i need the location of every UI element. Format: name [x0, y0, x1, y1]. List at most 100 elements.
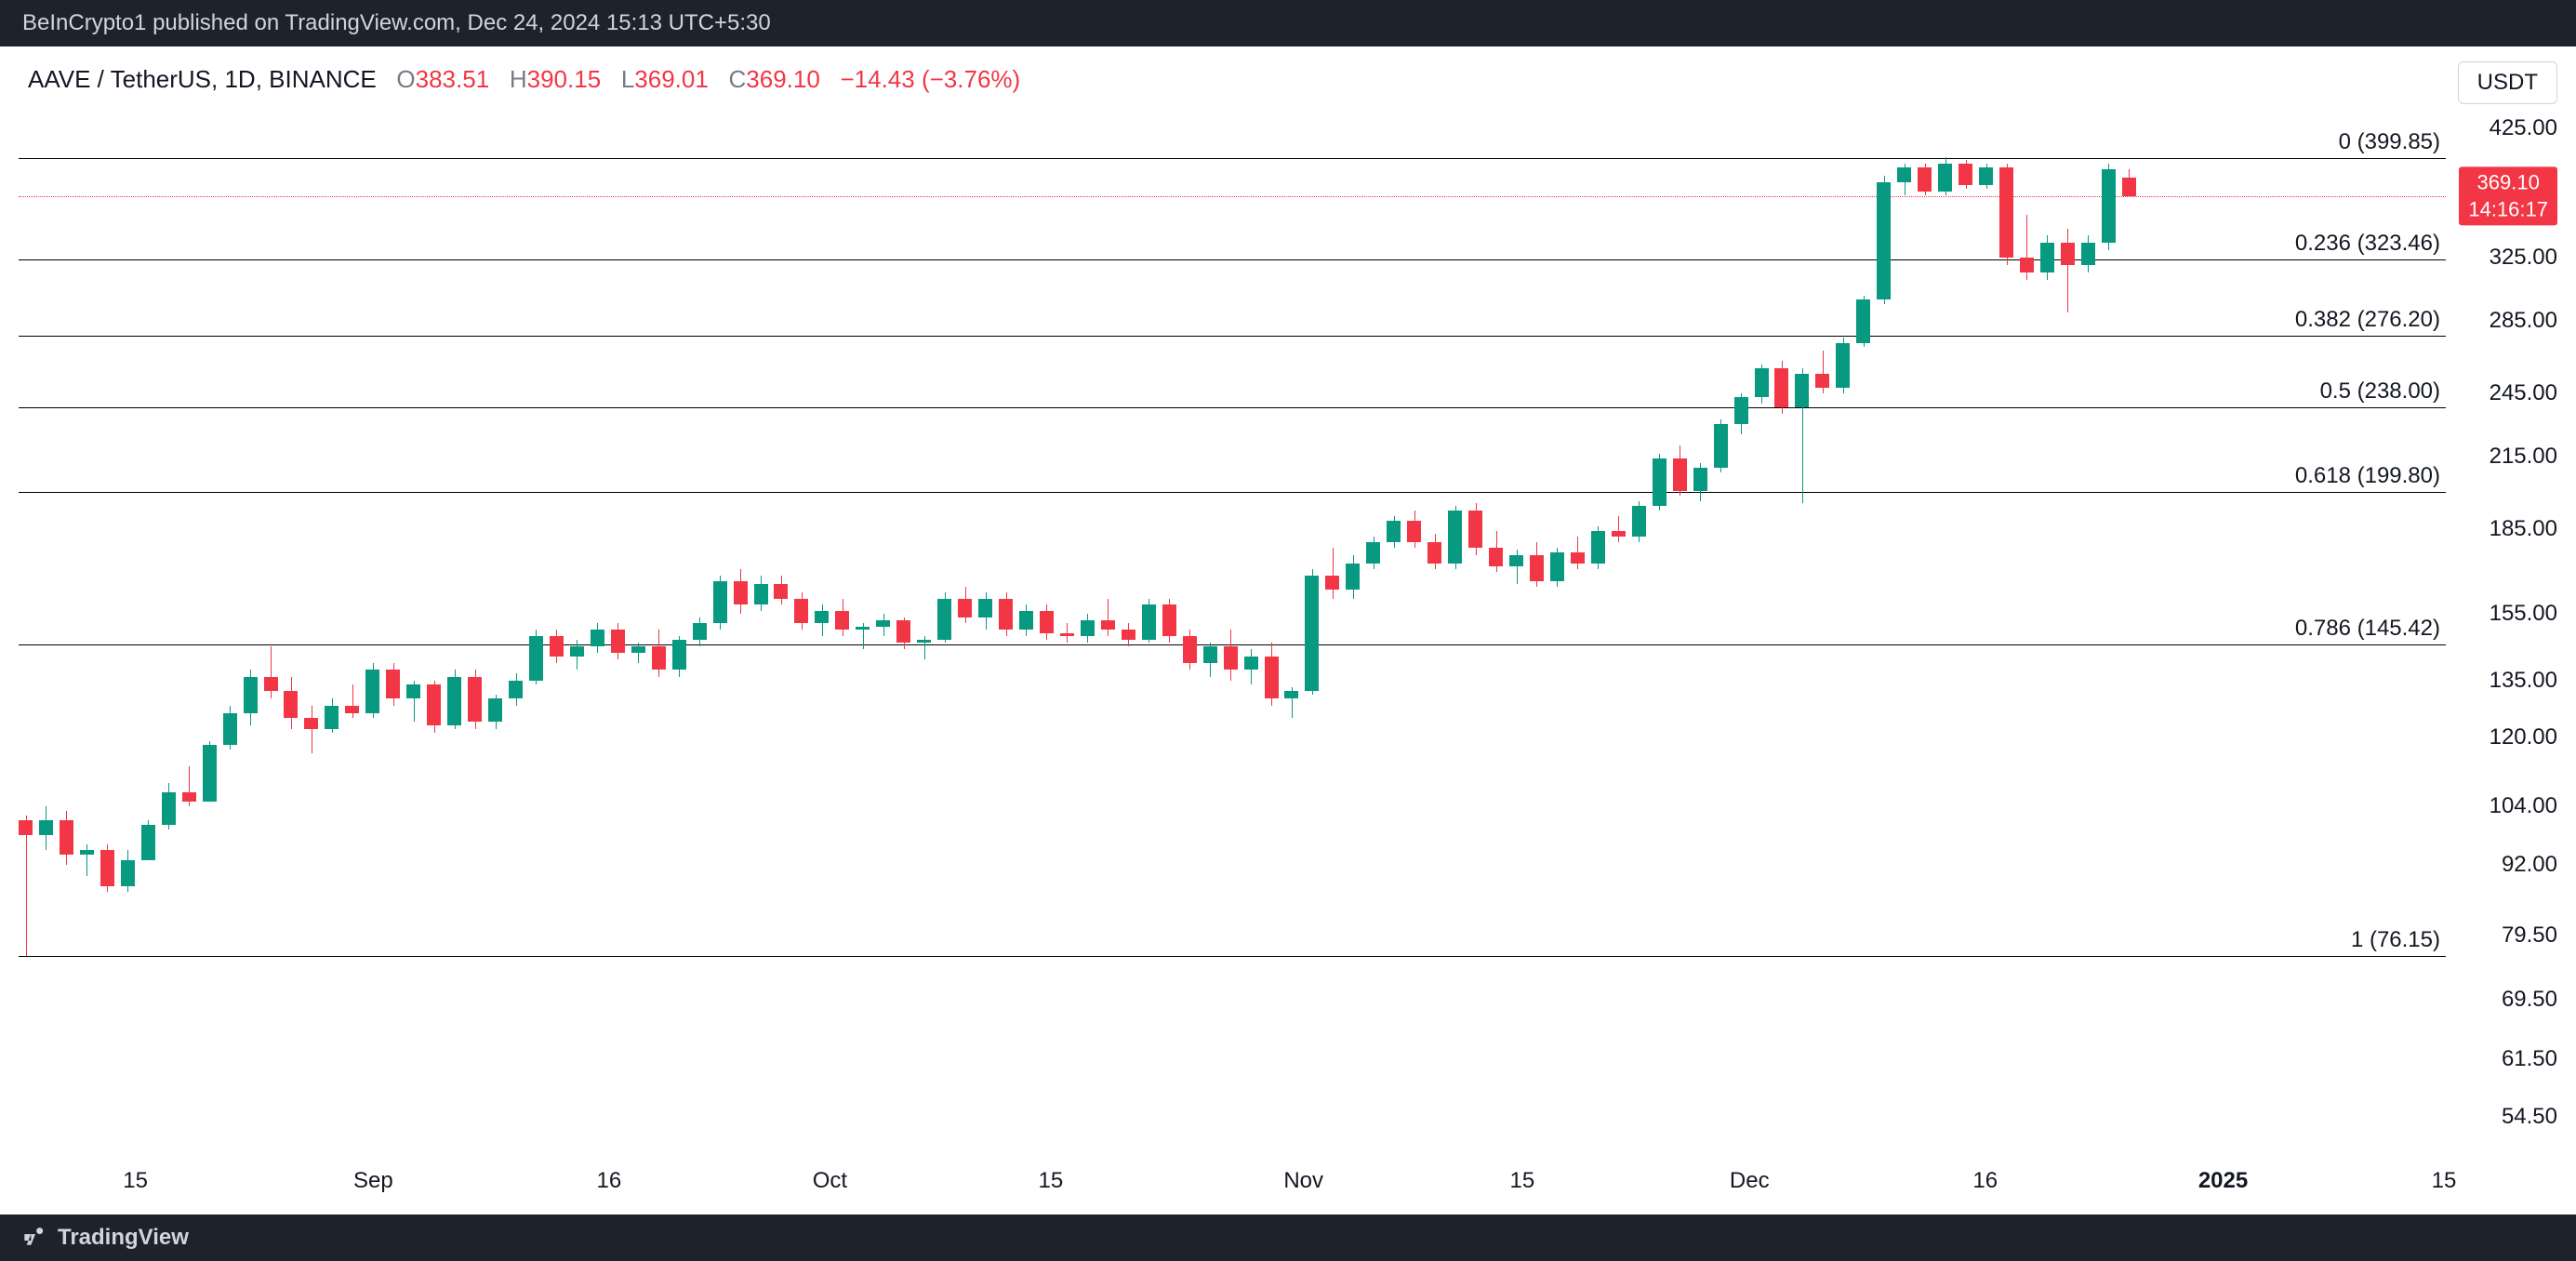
candle-body[interactable]	[1795, 374, 1809, 407]
candle-body[interactable]	[284, 691, 298, 717]
candle-body[interactable]	[1918, 167, 1932, 192]
candle-body[interactable]	[365, 670, 379, 713]
candle-body[interactable]	[1183, 636, 1197, 663]
candle-body[interactable]	[1060, 633, 1074, 636]
candle-body[interactable]	[1448, 511, 1462, 564]
candle-body[interactable]	[1081, 620, 1095, 636]
candle-body[interactable]	[1366, 542, 1380, 564]
candle-body[interactable]	[570, 646, 584, 657]
candle-body[interactable]	[1999, 167, 2013, 258]
candle-body[interactable]	[386, 670, 400, 698]
candle-body[interactable]	[672, 640, 686, 670]
candle-body[interactable]	[1468, 511, 1482, 547]
candle-body[interactable]	[1632, 506, 1646, 537]
candle-body[interactable]	[1774, 368, 1788, 407]
candle-body[interactable]	[244, 677, 258, 714]
candle-body[interactable]	[325, 706, 339, 729]
candle-body[interactable]	[2040, 243, 2054, 272]
candle-body[interactable]	[1325, 576, 1339, 591]
candle-body[interactable]	[591, 630, 604, 646]
candle-body[interactable]	[1101, 620, 1115, 630]
candle-body[interactable]	[856, 627, 870, 630]
candle-body[interactable]	[2102, 169, 2116, 243]
fib-line[interactable]	[19, 492, 2446, 493]
candle-body[interactable]	[1856, 299, 1870, 343]
candle-body[interactable]	[1427, 542, 1441, 564]
candle-body[interactable]	[1142, 604, 1156, 639]
currency-button[interactable]: USDT	[2458, 61, 2557, 104]
candle-body[interactable]	[1346, 564, 1360, 590]
candle-body[interactable]	[100, 850, 114, 887]
candle-body[interactable]	[447, 677, 461, 725]
candle-body[interactable]	[1877, 182, 1891, 299]
candle-body[interactable]	[1122, 630, 1135, 639]
candle-body[interactable]	[1653, 458, 1666, 506]
candle-body[interactable]	[2020, 258, 2034, 272]
candle-body[interactable]	[1224, 646, 1238, 670]
candle-body[interactable]	[1387, 521, 1401, 542]
candle-body[interactable]	[1979, 167, 1993, 185]
candle-body[interactable]	[60, 820, 73, 855]
candle-body[interactable]	[1734, 397, 1748, 423]
candle-body[interactable]	[1530, 555, 1544, 580]
candle-body[interactable]	[509, 681, 523, 699]
candle-body[interactable]	[1938, 164, 1952, 192]
chart-area[interactable]: AAVE / TetherUS, 1D, BINANCE O383.51 H39…	[0, 46, 2576, 1215]
candle-body[interactable]	[1959, 164, 1972, 185]
candle-body[interactable]	[182, 792, 196, 802]
fib-line[interactable]	[19, 407, 2446, 408]
candle-body[interactable]	[1755, 368, 1769, 397]
candle-body[interactable]	[1714, 424, 1728, 468]
candle-body[interactable]	[1489, 548, 1503, 567]
candle-body[interactable]	[1550, 552, 1564, 580]
candle-body[interactable]	[203, 745, 217, 801]
candle-body[interactable]	[1203, 646, 1217, 663]
candle-body[interactable]	[652, 646, 666, 670]
candle-body[interactable]	[529, 636, 543, 681]
candle-body[interactable]	[1897, 167, 1911, 182]
candle-body[interactable]	[1836, 343, 1850, 388]
candle-body[interactable]	[937, 599, 951, 640]
candle-body[interactable]	[2122, 178, 2136, 196]
candle-body[interactable]	[1673, 458, 1687, 491]
candle-body[interactable]	[1815, 374, 1829, 387]
candle-body[interactable]	[917, 640, 931, 644]
candle-body[interactable]	[2061, 243, 2075, 265]
fib-line[interactable]	[19, 956, 2446, 957]
candle-body[interactable]	[1162, 604, 1176, 636]
candle-body[interactable]	[19, 820, 33, 835]
candle-body[interactable]	[754, 584, 768, 604]
candle-body[interactable]	[2081, 243, 2095, 265]
candle-body[interactable]	[1265, 657, 1279, 699]
candle-body[interactable]	[550, 636, 564, 656]
candle-body[interactable]	[80, 850, 94, 855]
candle-body[interactable]	[1305, 576, 1319, 692]
candle-body[interactable]	[1693, 468, 1707, 491]
fib-line[interactable]	[19, 336, 2446, 337]
candle-body[interactable]	[223, 713, 237, 745]
fib-line[interactable]	[19, 158, 2446, 159]
candle-body[interactable]	[713, 581, 727, 624]
main-plot[interactable]: 0 (399.85)0.236 (323.46)0.382 (276.20)0.…	[19, 112, 2446, 1159]
candle-body[interactable]	[631, 646, 645, 653]
candle-body[interactable]	[693, 623, 707, 639]
candle-body[interactable]	[427, 684, 441, 725]
candle-body[interactable]	[896, 620, 910, 643]
candle-body[interactable]	[958, 599, 972, 617]
candle-body[interactable]	[304, 718, 318, 730]
candle-body[interactable]	[468, 677, 482, 722]
time-axis[interactable]: 15Sep16Oct15Nov15Dec16202515	[19, 1168, 2446, 1205]
candle-body[interactable]	[1509, 555, 1523, 566]
candle-body[interactable]	[406, 684, 420, 699]
candle-body[interactable]	[264, 677, 278, 691]
candle-body[interactable]	[1571, 552, 1585, 564]
candle-body[interactable]	[39, 820, 53, 835]
candle-body[interactable]	[1612, 531, 1626, 537]
candle-body[interactable]	[978, 599, 992, 617]
candle-body[interactable]	[1591, 531, 1605, 564]
candle-body[interactable]	[999, 599, 1013, 630]
symbol-label[interactable]: AAVE / TetherUS, 1D, BINANCE	[28, 65, 377, 93]
candle-body[interactable]	[1407, 521, 1421, 542]
candle-body[interactable]	[141, 825, 155, 860]
candle-body[interactable]	[1284, 691, 1298, 698]
